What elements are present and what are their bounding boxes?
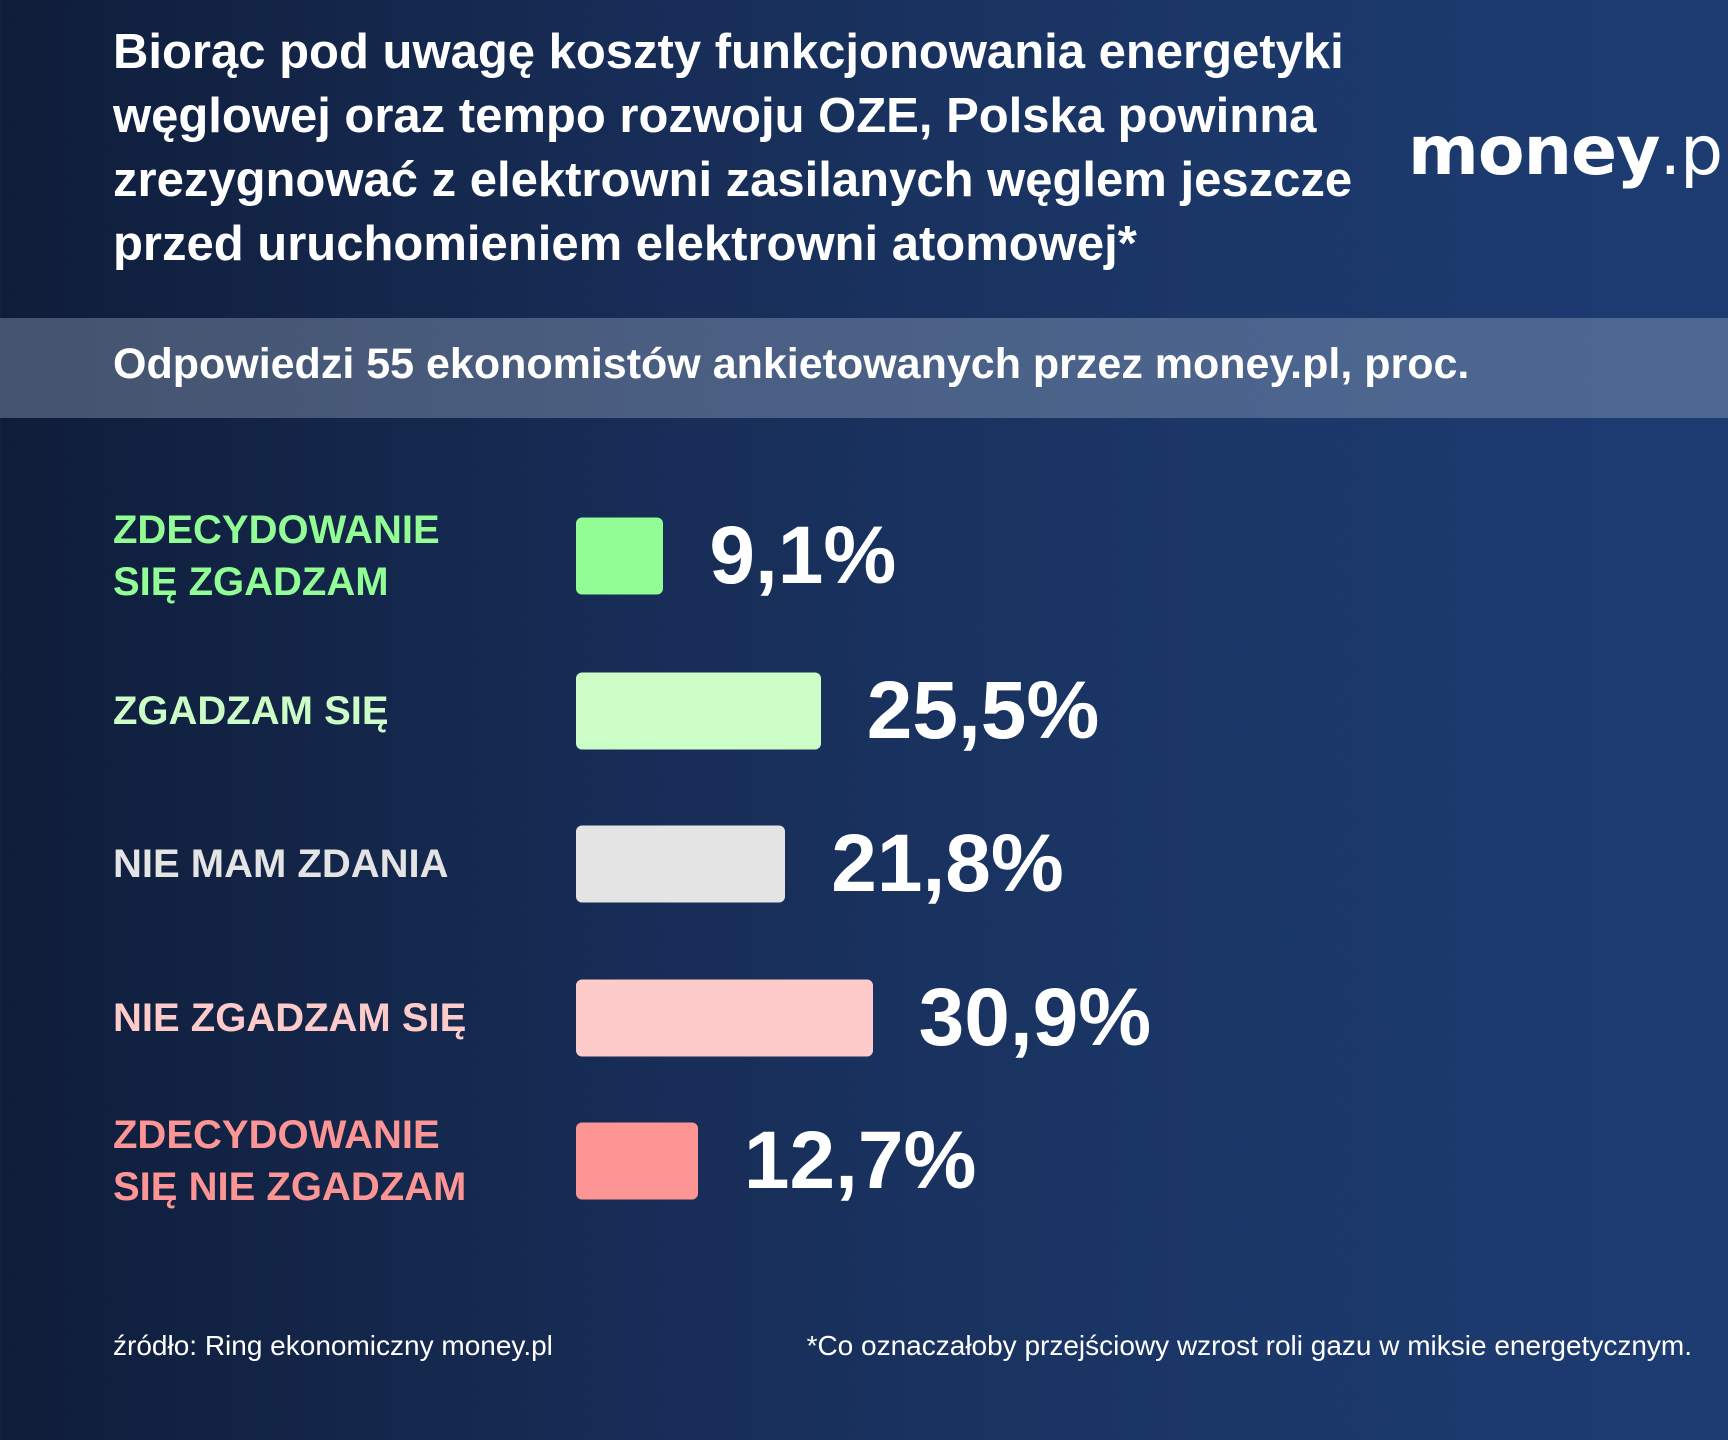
bar [576,1122,698,1200]
bar-row: ZDECYDOWANIE SIĘ ZGADZAM 9,1% [0,496,1728,616]
bar-row: NIE ZGADZAM SIĘ 30,9% [0,958,1728,1078]
category-label: ZDECYDOWANIE SIĘ NIE ZGADZAM [113,1113,467,1209]
bar-row: ZGADZAM SIĘ 25,5% [0,651,1728,771]
bar-row: ZDECYDOWANIE SIĘ NIE ZGADZAM 12,7% [0,1101,1728,1221]
money-pl-logo: money.pl [1408,112,1728,191]
category-label: ZDECYDOWANIE SIĘ ZGADZAM [113,508,440,604]
chart-subtitle: Odpowiedzi 55 ekonomistów ankietowanych … [113,340,1470,388]
value-label: 21,8% [831,818,1064,909]
subtitle-band [0,318,1728,418]
category-label: NIE ZGADZAM SIĘ [113,996,467,1040]
bar-row: NIE MAM ZDANIA 21,8% [0,804,1728,924]
category-label: ZGADZAM SIĘ [113,689,389,733]
value-label: 30,9% [918,972,1152,1063]
bar [576,825,786,903]
source-note: źródło: Ring ekonomiczny money.pl [113,1330,553,1361]
category-label: NIE MAM ZDANIA [113,842,449,886]
bar [576,979,873,1057]
value-label: 12,7% [743,1115,977,1206]
value-label: 25,5% [866,665,1100,756]
value-label: 9,1% [709,510,897,601]
bar [576,672,821,750]
chart-title: Biorąc pod uwagę koszty funkcjonowania e… [113,25,1353,271]
bar [576,517,664,595]
footnote: *Co oznaczałoby przejściowy wzrost roli … [806,1330,1692,1361]
